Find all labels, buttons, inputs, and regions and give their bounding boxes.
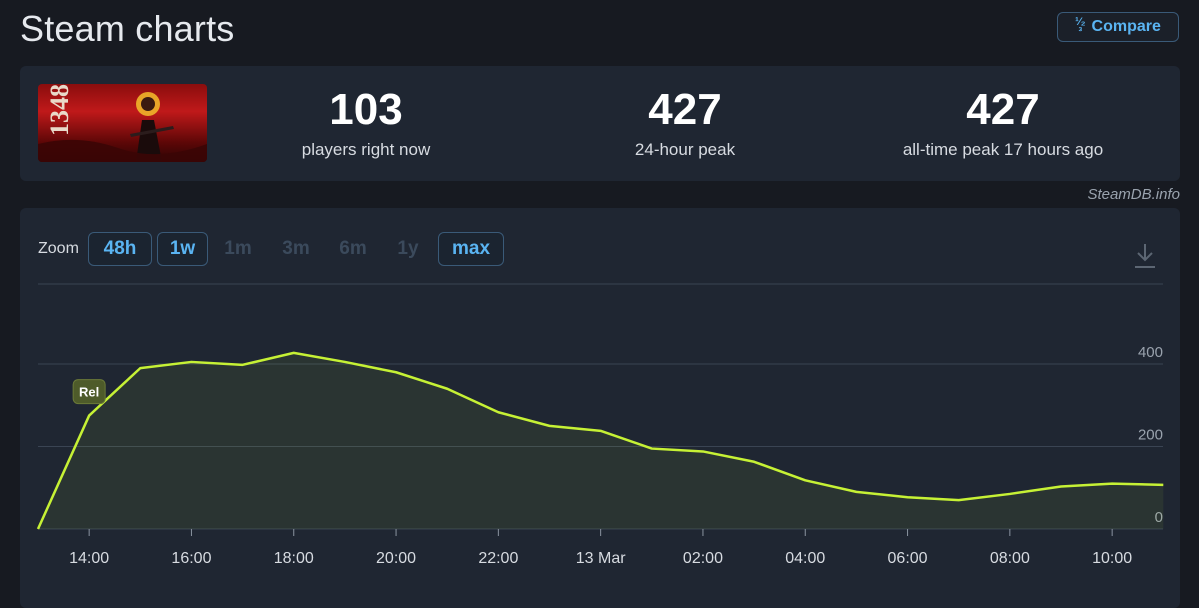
stat-value: 103 xyxy=(329,85,403,134)
release-badge-label: Rel xyxy=(79,385,99,400)
compare-icon: ¹⁄₂ ³ xyxy=(1075,16,1086,38)
zoom-1m-button[interactable]: 1m xyxy=(224,238,252,259)
series-area xyxy=(38,352,1164,529)
zoom-1w-button[interactable]: 1w xyxy=(157,232,208,266)
zoom-1y-button[interactable]: 1y xyxy=(397,238,419,259)
game-thumbnail[interactable]: 1348 xyxy=(38,84,207,162)
x-tick-label: 20:00 xyxy=(376,550,416,567)
stat-label: 24-hour peak xyxy=(634,140,736,159)
stat-24h-peak: 427 24-hour peak xyxy=(535,84,835,160)
stat-value: 427 xyxy=(966,85,1040,134)
stat-label: all-time peak 17 hours ago xyxy=(902,140,1104,159)
x-tick-label: 06:00 xyxy=(888,550,928,567)
stat-current-players: 103 players right now xyxy=(216,84,516,160)
page-title: Steam charts xyxy=(20,8,235,49)
zoom-3m-button[interactable]: 3m xyxy=(282,238,310,259)
stats-card: 1348 103 players right now 427 24-hour p… xyxy=(20,66,1180,181)
x-tick-label: 04:00 xyxy=(785,550,825,567)
stat-alltime-peak: 427 all-time peak 17 hours ago xyxy=(853,84,1153,160)
compare-label: Compare xyxy=(1091,18,1161,35)
player-count-chart: 400 200 0 14:00 16:00 18:00 20:00 22:00 13 Mar 02… xyxy=(36,283,1164,567)
x-tick-label: 18:00 xyxy=(274,550,314,567)
x-tick-label: 16:00 xyxy=(171,550,211,567)
zoom-48h-button[interactable]: 48h xyxy=(88,232,152,266)
x-tick-label: 13 Mar xyxy=(576,550,626,567)
x-tick-label: 10:00 xyxy=(1092,550,1132,567)
x-tick-label: 14:00 xyxy=(69,550,109,567)
x-tick-label: 22:00 xyxy=(478,550,518,567)
y-tick-label: 400 xyxy=(1138,344,1163,361)
download-icon[interactable] xyxy=(1132,242,1158,270)
series-line xyxy=(36,351,1164,530)
zoom-max-button[interactable]: max xyxy=(438,232,504,266)
chart-card: Zoom 48h 1w 1m 3m 6m 1y max 400 200 0 14:00… xyxy=(20,208,1180,608)
steamdb-credit[interactable]: SteamDB.info xyxy=(1087,186,1180,203)
compare-button[interactable]: ¹⁄₂ ³ Compare xyxy=(1057,12,1179,42)
x-tick-label: 02:00 xyxy=(683,550,723,567)
zoom-label: Zoom xyxy=(38,240,79,257)
zoom-6m-button[interactable]: 6m xyxy=(339,238,367,259)
y-tick-label: 200 xyxy=(1138,427,1163,444)
stat-label: players right now xyxy=(301,140,431,159)
stat-value: 427 xyxy=(648,85,722,134)
svg-text:1348: 1348 xyxy=(45,84,74,136)
y-tick-label: 0 xyxy=(1155,509,1163,526)
x-tick-label: 08:00 xyxy=(990,550,1030,567)
release-badge xyxy=(72,379,106,405)
